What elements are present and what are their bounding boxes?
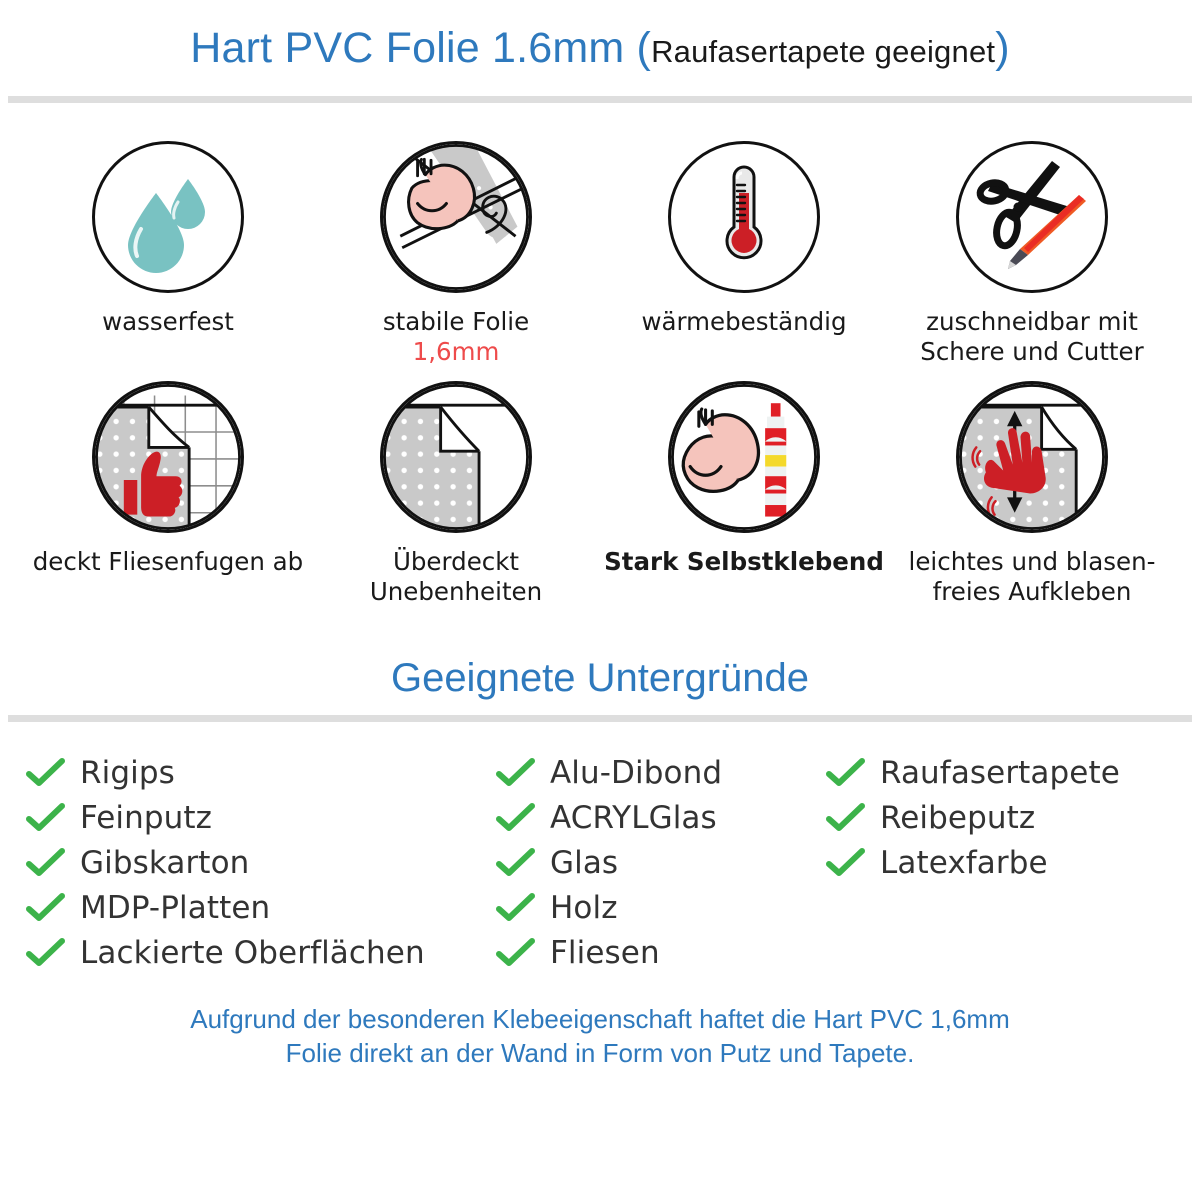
folded-foil-icon bbox=[380, 380, 532, 533]
feature-sub-label: 1,6mm bbox=[412, 336, 500, 366]
check-icon bbox=[26, 937, 65, 966]
check-icon bbox=[26, 847, 65, 876]
divider-top bbox=[8, 96, 1192, 103]
feature-caption: Stark Selbstklebend bbox=[604, 547, 884, 577]
paren-open: ( bbox=[636, 23, 652, 72]
check-icon bbox=[496, 757, 535, 786]
list-item: Raufasertapete bbox=[826, 752, 1174, 794]
check-icon bbox=[826, 802, 865, 831]
scissors-cutter-icon bbox=[956, 141, 1108, 293]
list-item: Rigips bbox=[26, 752, 496, 794]
check-icon bbox=[26, 757, 65, 786]
footer-line-2: Folie direkt an der Wand in Form von Put… bbox=[285, 1038, 915, 1069]
paren-close: ) bbox=[995, 23, 1010, 72]
feature-unebenheiten: Überdeckt Unebenheiten bbox=[312, 380, 600, 607]
list-item-label: ACRYLGlas bbox=[550, 799, 717, 836]
checklist-column-2: Alu-Dibond ACRYLGlas Glas Holz Fliesen bbox=[496, 752, 826, 974]
thumbs-up-tiles-icon bbox=[92, 380, 244, 533]
check-icon bbox=[496, 892, 535, 921]
list-item-label: Rigips bbox=[80, 754, 175, 791]
arm-glue-tube-icon bbox=[668, 380, 820, 533]
check-icon bbox=[496, 937, 535, 966]
feature-waermebestaendig: wärmebeständig bbox=[600, 141, 888, 367]
feature-stabile-folie: stabile Folie 1,6mm bbox=[312, 141, 600, 367]
list-item-label: Lackierte Oberflächen bbox=[80, 934, 425, 971]
page-title-main: Hart PVC Folie 1.6mm bbox=[190, 23, 625, 72]
feature-caption: Überdeckt Unebenheiten bbox=[312, 547, 600, 607]
flexing-arm-foil-icon bbox=[380, 141, 532, 293]
feature-aufkleben: leichtes und blasen- freies Aufkleben bbox=[888, 380, 1176, 607]
footer-line-1: Aufgrund der besonderen Klebeeigenschaft… bbox=[190, 1003, 1010, 1034]
footer-note: Aufgrund der besonderen Klebeeigenschaft… bbox=[0, 1002, 1200, 1071]
checklist-grid: Rigips Feinputz Gibskarton MDP-Platten L… bbox=[0, 722, 1200, 974]
feature-label: zuschneidbar mit Schere und Cutter bbox=[920, 307, 1144, 366]
checklist-column-3: Raufasertapete Reibeputz Latexfarbe bbox=[826, 752, 1174, 974]
feature-grid: wasserfest bbox=[0, 103, 1200, 607]
list-item: Feinputz bbox=[26, 797, 496, 839]
list-item-label: Fliesen bbox=[550, 934, 660, 971]
check-icon bbox=[826, 847, 865, 876]
feature-selbstklebend: Stark Selbstklebend bbox=[600, 380, 888, 607]
section-heading: Geeignete Untergründe bbox=[390, 656, 810, 700]
page-title: Hart PVC Folie 1.6mm (Raufasertapete gee… bbox=[190, 24, 1009, 73]
feature-label: stabile Folie bbox=[382, 307, 530, 336]
title-bar: Hart PVC Folie 1.6mm (Raufasertapete gee… bbox=[0, 0, 1200, 96]
list-item-label: Alu-Dibond bbox=[550, 754, 723, 791]
feature-zuschneidbar: zuschneidbar mit Schere und Cutter bbox=[888, 141, 1176, 367]
feature-label: Überdeckt Unebenheiten bbox=[369, 546, 543, 606]
hand-smoothing-icon bbox=[956, 380, 1108, 533]
feature-fliesenfugen: deckt Fliesenfugen ab bbox=[24, 380, 312, 607]
check-icon bbox=[496, 847, 535, 876]
water-drops-icon bbox=[92, 141, 244, 293]
list-item-label: Reibeputz bbox=[880, 799, 1036, 836]
feature-caption: stabile Folie 1,6mm bbox=[383, 307, 529, 367]
list-item-label: Raufasertapete bbox=[880, 754, 1120, 791]
feature-caption: wasserfest bbox=[102, 307, 234, 337]
list-item-label: Gibskarton bbox=[80, 844, 250, 881]
feature-caption: wärmebeständig bbox=[641, 307, 846, 337]
list-item: Holz bbox=[496, 887, 826, 929]
feature-label: wasserfest bbox=[102, 307, 234, 336]
feature-caption: leichtes und blasen- freies Aufkleben bbox=[888, 547, 1176, 607]
section-heading-bar: Geeignete Untergründe bbox=[0, 643, 1200, 715]
list-item-label: Glas bbox=[550, 844, 619, 881]
feature-label: wärmebeständig bbox=[641, 307, 847, 336]
check-icon bbox=[26, 802, 65, 831]
list-item: Reibeputz bbox=[826, 797, 1174, 839]
list-item-label: MDP-Platten bbox=[80, 889, 271, 926]
feature-label: leichtes und blasen- freies Aufkleben bbox=[908, 546, 1156, 606]
list-item-label: Feinputz bbox=[80, 799, 213, 836]
checklist-column-1: Rigips Feinputz Gibskarton MDP-Platten L… bbox=[26, 752, 496, 974]
list-item-label: Latexfarbe bbox=[880, 844, 1048, 881]
check-icon bbox=[826, 757, 865, 786]
list-item: Alu-Dibond bbox=[496, 752, 826, 794]
feature-caption: zuschneidbar mit Schere und Cutter bbox=[888, 307, 1176, 367]
feature-label: deckt Fliesenfugen ab bbox=[32, 546, 304, 576]
list-item: MDP-Platten bbox=[26, 887, 496, 929]
feature-caption: deckt Fliesenfugen ab bbox=[33, 547, 303, 577]
check-icon bbox=[26, 892, 65, 921]
list-item-label: Holz bbox=[550, 889, 618, 926]
divider-middle bbox=[8, 714, 1192, 722]
page-title-sub: Raufasertapete geeignet bbox=[651, 33, 996, 69]
list-item: Latexfarbe bbox=[826, 842, 1174, 884]
list-item: Fliesen bbox=[496, 932, 826, 974]
thermometer-icon bbox=[668, 141, 820, 293]
feature-wasserfest: wasserfest bbox=[24, 141, 312, 367]
list-item: ACRYLGlas bbox=[496, 797, 826, 839]
list-item: Glas bbox=[496, 842, 826, 884]
feature-label: Stark Selbstklebend bbox=[604, 546, 884, 576]
list-item: Gibskarton bbox=[26, 842, 496, 884]
check-icon bbox=[496, 802, 535, 831]
list-item: Lackierte Oberflächen bbox=[26, 932, 496, 974]
